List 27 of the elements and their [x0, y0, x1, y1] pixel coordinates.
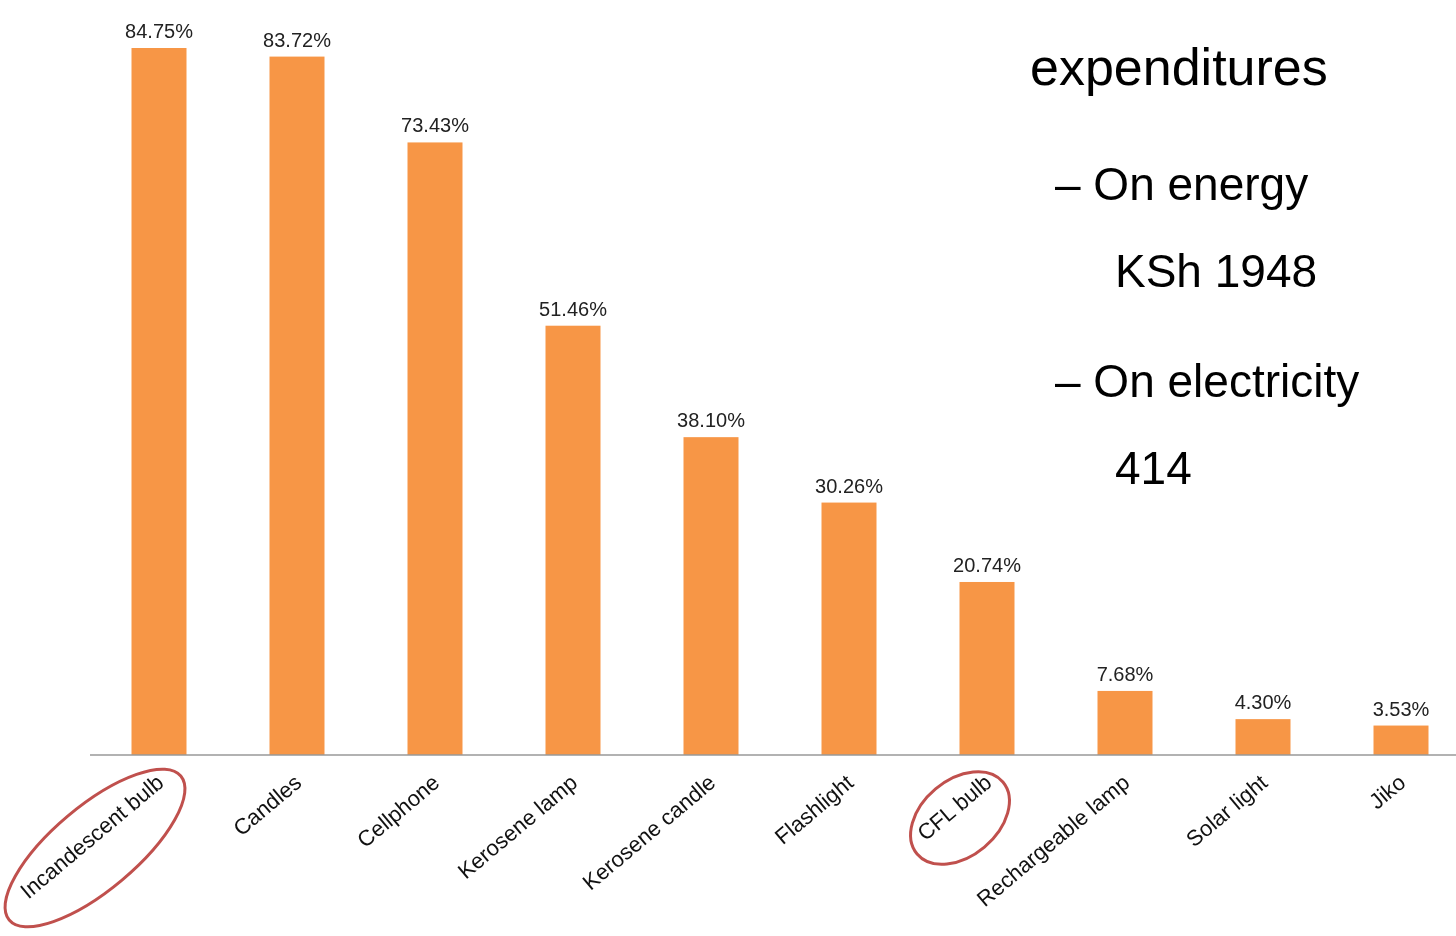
annotation: expenditures	[1030, 38, 1328, 96]
data-label: 3.53%	[1372, 697, 1430, 720]
data-label: 83.72%	[263, 28, 332, 51]
data-label: 7.68%	[1096, 662, 1154, 685]
data-label: 38.10%	[677, 409, 746, 432]
data-label: 51.46%	[539, 297, 608, 320]
bar	[1097, 690, 1153, 755]
bar	[1235, 719, 1291, 755]
x-tick-label: CFL bulb	[912, 769, 997, 846]
x-tick-label: Jiko	[1364, 769, 1411, 814]
bar	[131, 48, 187, 755]
data-label: 30.26%	[815, 474, 884, 497]
annotation: – On energy	[1055, 158, 1309, 210]
bar	[269, 56, 325, 755]
bar	[1373, 725, 1429, 755]
data-label: 20.74%	[953, 553, 1022, 576]
bar	[959, 581, 1015, 755]
annotation: KSh 1948	[1115, 245, 1318, 297]
annotation: – On electricity	[1055, 355, 1360, 407]
annotation: 414	[1115, 442, 1192, 494]
data-label: 4.30%	[1234, 691, 1292, 714]
bar	[545, 325, 601, 755]
bar	[821, 502, 877, 755]
bar	[683, 437, 739, 755]
data-label: 84.75%	[125, 20, 194, 42]
data-label: 73.43%	[401, 114, 470, 137]
bar	[407, 142, 463, 755]
